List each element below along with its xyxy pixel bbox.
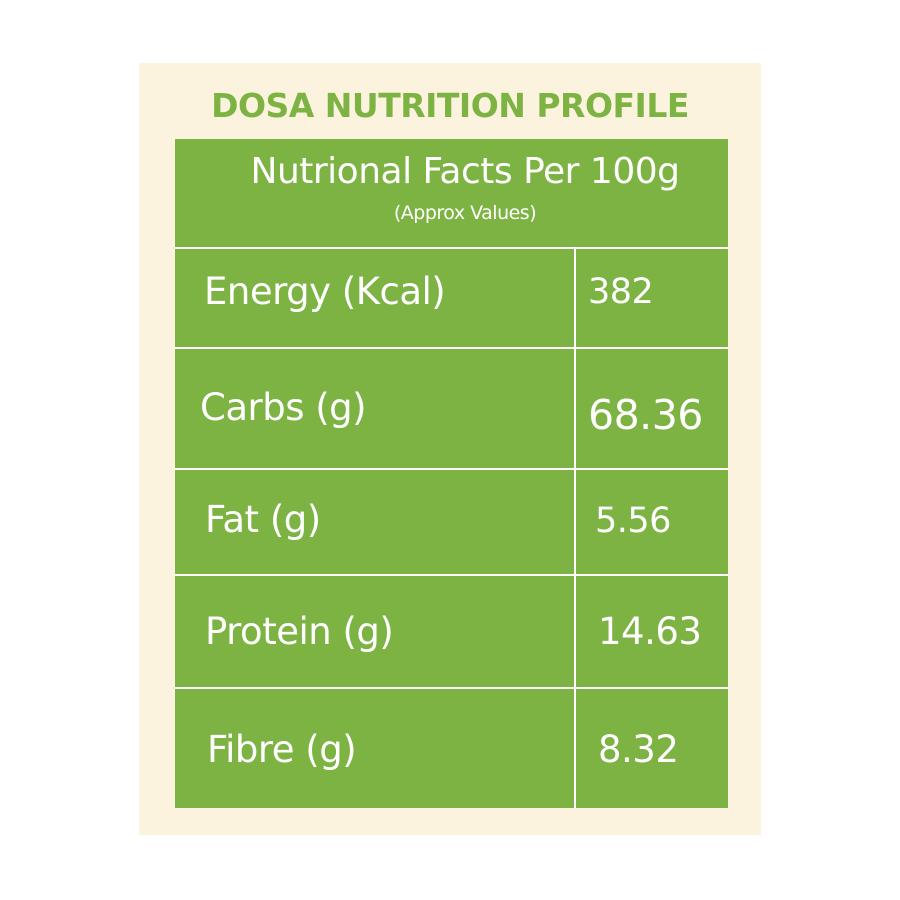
table-row-value: 8.32 — [598, 728, 679, 771]
table-header-subtitle: (Approx Values) — [393, 202, 537, 224]
divider — [175, 574, 728, 576]
nutrition-table: Nutrional Facts Per 100g (Approx Values)… — [175, 139, 728, 808]
table-header-title: Nutrional Facts Per 100g — [250, 151, 680, 192]
divider — [175, 247, 728, 249]
table-header: Nutrional Facts Per 100g (Approx Values) — [175, 139, 728, 247]
column-divider — [574, 249, 576, 808]
table-row-value: 5.56 — [595, 501, 671, 541]
divider — [175, 468, 728, 470]
table-row-value: 68.36 — [588, 391, 703, 439]
table-row-label: Fat (g) — [205, 498, 321, 541]
table-row-label: Protein (g) — [205, 610, 394, 653]
divider — [175, 687, 728, 689]
table-row-label: Energy (Kcal) — [204, 270, 446, 313]
divider — [175, 347, 728, 349]
table-row-label: Fibre (g) — [207, 728, 357, 771]
table-row-label: Carbs (g) — [200, 386, 367, 429]
page-title: DOSA NUTRITION PROFILE — [211, 86, 689, 125]
table-row-value: 14.63 — [598, 610, 702, 653]
table-row-value: 382 — [588, 272, 654, 312]
